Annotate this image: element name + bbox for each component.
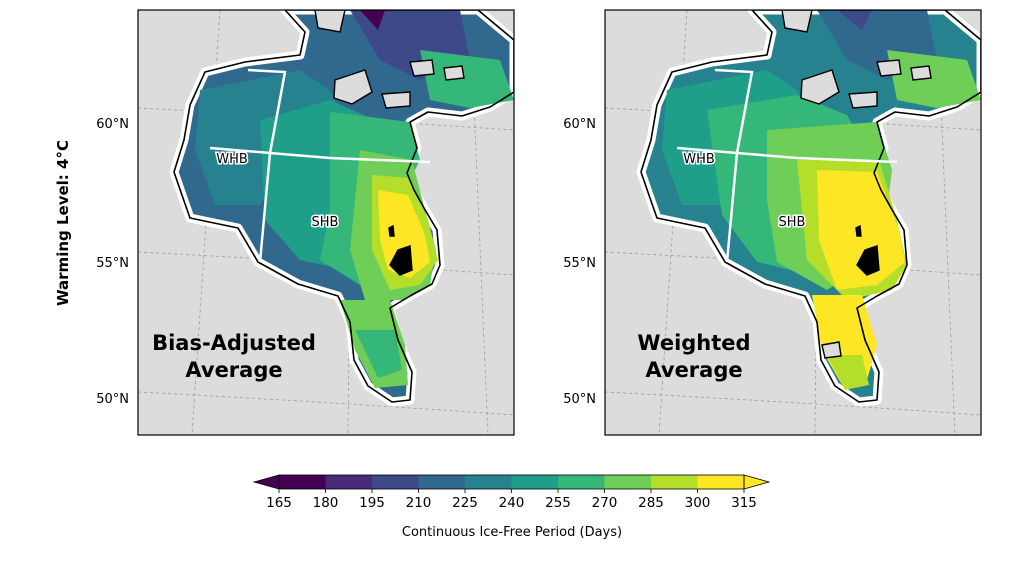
- colorbar-segment: [558, 475, 605, 489]
- colorbar-tick-label: 315: [731, 495, 757, 511]
- water-zone-james-bay-inner: [355, 330, 402, 378]
- colorbar-segment: [325, 475, 373, 489]
- map-panel-right: WHB SHB Weighted Average: [604, 9, 982, 436]
- colorbar-segment: [697, 475, 745, 489]
- colorbar-segment: [418, 475, 466, 489]
- colorbar-label: Continuous Ice-Free Period (Days): [402, 525, 622, 540]
- islands: [781, 10, 932, 359]
- colorbar-tick-label: 210: [406, 495, 432, 511]
- row-label: Warming Level: 4°C: [54, 140, 72, 306]
- region-label-shb: SHB: [312, 215, 339, 230]
- colorbar-tick-label: 225: [452, 495, 478, 511]
- region-label-whb: WHB: [683, 152, 715, 167]
- lat-label-50-right: 50°N: [563, 392, 596, 407]
- water-zone-195: [837, 10, 872, 30]
- panel-title-line1: Bias-Adjusted: [152, 331, 316, 355]
- lat-label-55-left: 55°N: [96, 256, 129, 271]
- colorbar-tick-label: 255: [545, 495, 571, 511]
- colorbar-tick-label: 240: [499, 495, 525, 511]
- region-label-whb: WHB: [216, 152, 248, 167]
- lat-label-60-right: 60°N: [563, 117, 596, 132]
- water-zone-northeast: [887, 50, 981, 108]
- islands: [314, 10, 465, 276]
- colorbar-tick-label: 285: [638, 495, 664, 511]
- colorbar-extend-max: [743, 474, 771, 490]
- water-zone-165: [360, 10, 385, 30]
- panel-title-line1: Weighted: [637, 331, 750, 355]
- colorbar-segment: [651, 475, 698, 489]
- water-zone-northeast: [420, 50, 514, 108]
- colorbar-extend-min: [252, 474, 280, 490]
- lat-label-55-right: 55°N: [563, 256, 596, 271]
- colorbar-tick-label: 180: [313, 495, 339, 511]
- colorbar-tick-label: 270: [592, 495, 618, 511]
- colorbar-tick-label: 195: [359, 495, 385, 511]
- panel-title-line2: Average: [185, 358, 282, 382]
- colorbar-segment: [511, 475, 559, 489]
- colorbar-segment: [279, 475, 326, 489]
- panel-title-line2: Average: [645, 358, 742, 382]
- colorbar: 165 180 195 210 225 240 255 270 285 300 315: [252, 474, 771, 511]
- colorbar-segment: [372, 475, 419, 489]
- lat-label-50-left: 50°N: [96, 392, 129, 407]
- colorbar-tick-label: 165: [266, 495, 292, 511]
- region-boundaries: [676, 68, 898, 263]
- water-zone-james-bay-south: [827, 355, 869, 390]
- map-frame: [604, 9, 982, 436]
- region-boundaries: [209, 68, 431, 263]
- colorbar-tick-label: 300: [685, 495, 711, 511]
- lat-label-60-left: 60°N: [96, 117, 129, 132]
- map-panel-left: WHB SHB Bias-Adjusted Average: [137, 9, 515, 436]
- colorbar-segment: [465, 475, 512, 489]
- colorbar-segment: [604, 475, 652, 489]
- map-frame: [137, 9, 515, 436]
- region-label-shb: SHB: [779, 215, 806, 230]
- water-zone-300: [378, 190, 430, 278]
